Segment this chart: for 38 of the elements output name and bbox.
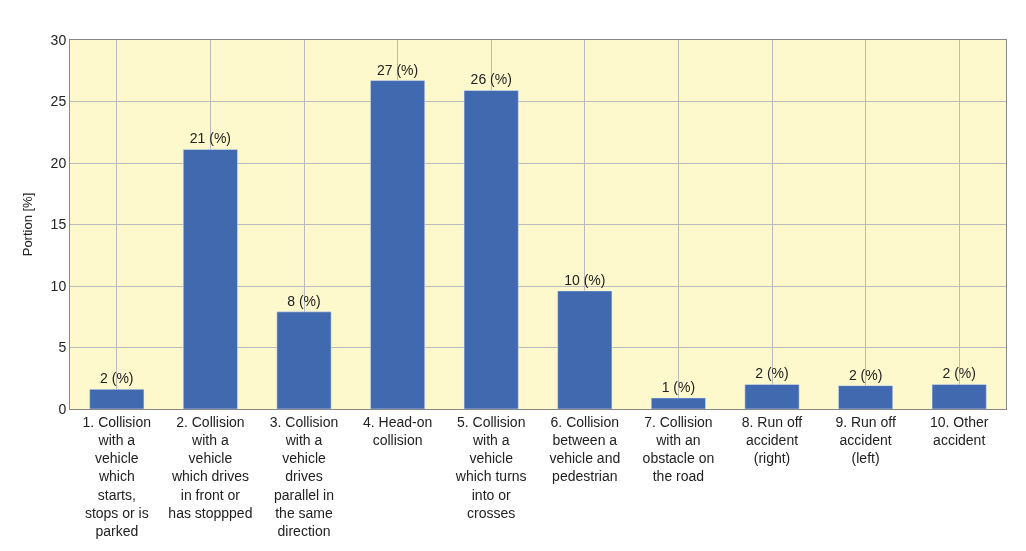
bar (183, 149, 238, 409)
data-label: 8 (%) (287, 292, 321, 309)
x-tick-label: 9. Run off accident (left) (835, 413, 896, 467)
y-tick-label: 25 (50, 93, 67, 110)
x-tick-label: 3. Collision with a vehicle drives parallel in the same direction (269, 413, 339, 539)
y-tick-label: 0 (58, 400, 67, 417)
bar (557, 290, 613, 409)
data-label: 2 (%) (942, 365, 976, 382)
data-label: 10 (%) (564, 271, 606, 288)
bar (276, 311, 332, 409)
data-label: 2 (%) (100, 370, 134, 387)
y-tick-label: 15 (50, 216, 67, 233)
x-tick-label: 2. Collision with a vehicle which drives in front or has stoppped (168, 413, 253, 521)
data-label: 1 (%) (661, 378, 696, 395)
x-tick-label: 10. Other accident (930, 413, 989, 448)
x-tick-label: 7. Collision with an obstacle on the road (642, 413, 715, 485)
data-label: 2 (%) (755, 365, 789, 382)
data-label: 21 (%) (189, 130, 232, 147)
data-label: 27 (%) (376, 61, 419, 78)
x-tick-label: 8. Run off accident (right) (741, 413, 803, 467)
x-tick-label: 4. Head-on collision (362, 413, 433, 448)
y-tick-label: 10 (50, 277, 67, 294)
bar (370, 80, 425, 409)
bar (838, 385, 893, 409)
x-tick-label: 6. Collision between a vehicle and pedestrian (549, 413, 621, 485)
bar (931, 384, 987, 409)
bar (463, 90, 519, 409)
x-tick-label: 5. Collision with a vehicle which turns into or crosses (454, 413, 527, 521)
y-tick-label: 30 (50, 31, 67, 48)
data-label: 26 (%) (470, 71, 512, 88)
y-tick-label: 5 (58, 339, 67, 356)
bar (89, 389, 145, 409)
y-tick-label: 20 (50, 154, 67, 171)
bar (651, 397, 706, 409)
data-label: 2 (%) (848, 366, 883, 383)
bar (744, 384, 800, 409)
x-tick-label: 1. Collision with a vehicle which starts, stops or is parked (82, 413, 152, 539)
y-axis-title: Portion [%] (19, 192, 35, 257)
